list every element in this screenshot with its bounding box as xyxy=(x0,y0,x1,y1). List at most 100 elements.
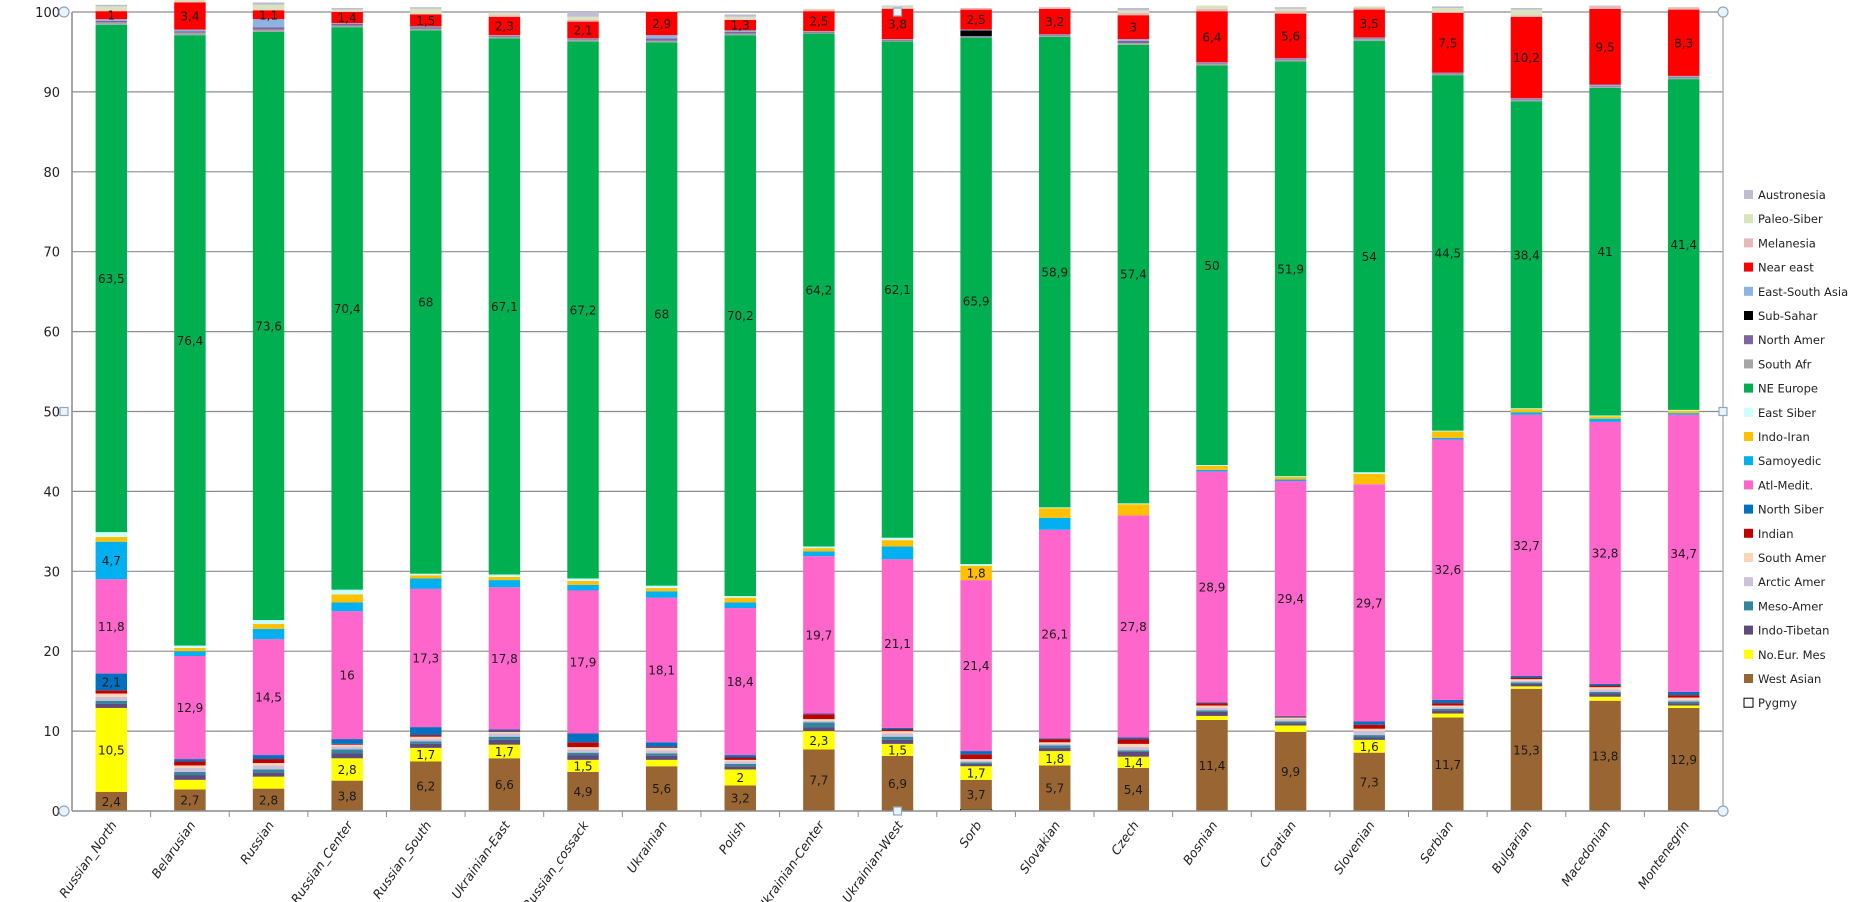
data-label: 16 xyxy=(340,669,355,683)
bar-segment xyxy=(1196,715,1228,720)
bar-segment xyxy=(1432,439,1464,700)
bar-segment xyxy=(1667,9,1700,76)
resize-handle[interactable] xyxy=(58,6,70,18)
x-tick-label: Serbian xyxy=(1417,818,1457,866)
bar-segment xyxy=(960,751,992,755)
data-label: 1,8 xyxy=(967,566,986,580)
bar-segment xyxy=(724,597,756,603)
legend-entry: No.Eur. Mes xyxy=(1758,648,1826,662)
bar-segment xyxy=(1510,408,1543,410)
bar-segment xyxy=(95,6,128,11)
data-label: 44,5 xyxy=(1434,246,1461,260)
legend-swatch xyxy=(1744,649,1753,659)
bar-segment xyxy=(1117,40,1150,44)
bar-segment xyxy=(1039,35,1071,36)
bar-segment xyxy=(1589,418,1621,422)
bar-segment xyxy=(488,731,521,734)
bar-segment xyxy=(960,759,992,761)
legend-swatch xyxy=(1744,238,1753,248)
bar-segment xyxy=(1589,84,1621,87)
data-label: 12,9 xyxy=(1670,753,1697,767)
x-tick-label: Ukrainian-East xyxy=(448,817,513,901)
x-tick-label: Russian xyxy=(237,818,277,867)
bar-segment xyxy=(1432,708,1464,711)
x-tick-label: Belarusian xyxy=(148,818,198,881)
resize-handle[interactable] xyxy=(1718,406,1728,417)
bar-segment xyxy=(1667,697,1700,700)
bar-segment xyxy=(174,29,206,32)
resize-handle[interactable] xyxy=(892,7,903,17)
bar-segment xyxy=(1039,745,1071,748)
legend-entry: Sub-Sahar xyxy=(1758,309,1818,323)
bar-segment xyxy=(960,565,992,581)
bar-segment xyxy=(252,9,285,11)
bar-segment xyxy=(252,763,285,766)
bar-segment xyxy=(410,727,442,736)
bar-segment xyxy=(174,759,206,762)
bar-segment xyxy=(174,31,206,33)
bar-segment xyxy=(1274,8,1307,12)
bar-segment xyxy=(1589,687,1621,690)
bar-segment xyxy=(1353,40,1385,473)
bar-segment xyxy=(1274,11,1307,14)
bar-segment xyxy=(174,2,206,30)
x-axis-tick-labels: Russian_North Belarusian Russian Russian_Ce… xyxy=(56,817,1692,902)
data-label: 3 xyxy=(1130,21,1138,35)
bar-segment xyxy=(1274,721,1307,724)
bar-segment xyxy=(1510,683,1543,687)
bar-segment xyxy=(174,648,206,652)
bar-segment xyxy=(567,39,599,40)
legend-swatch xyxy=(1744,407,1753,417)
bar-segment xyxy=(331,744,363,747)
y-tick-label: 80 xyxy=(43,166,60,181)
bar-segment xyxy=(1117,504,1150,516)
data-label: 2,4 xyxy=(102,795,121,809)
bar-segment xyxy=(331,589,363,595)
bar-segment xyxy=(1510,8,1543,10)
bar-segment xyxy=(960,8,992,10)
bar-segment xyxy=(645,38,678,41)
bar-segment xyxy=(331,780,363,811)
resize-handle[interactable] xyxy=(59,406,69,417)
bar-segment xyxy=(331,8,363,10)
data-label: 2,3 xyxy=(495,19,514,33)
bar-segment xyxy=(331,753,363,759)
data-label: 10,2 xyxy=(1513,51,1540,65)
bar-segment xyxy=(1196,465,1228,470)
bar-segment xyxy=(331,743,363,745)
y-tick-label: 0 xyxy=(52,805,60,820)
data-label: 11,7 xyxy=(1434,758,1461,772)
legend-swatch xyxy=(1744,286,1753,296)
bar-segment xyxy=(252,776,285,789)
bar-segment xyxy=(1274,715,1307,717)
resize-handle[interactable] xyxy=(892,806,903,816)
bar-segment xyxy=(645,759,678,767)
bar-segment xyxy=(252,772,285,777)
bar-segment xyxy=(803,719,835,721)
bar-segment xyxy=(724,757,756,760)
resize-handle[interactable] xyxy=(1717,805,1729,817)
bar-segment xyxy=(1589,87,1621,416)
data-label: 62,1 xyxy=(884,283,911,297)
bar-segment xyxy=(1039,743,1071,746)
bar-segment xyxy=(881,733,914,737)
bar-segment xyxy=(1039,507,1071,509)
data-label: 3,7 xyxy=(967,788,986,802)
bar-segment xyxy=(1510,675,1543,678)
bar-segment xyxy=(174,645,206,649)
bar-segment xyxy=(1196,710,1228,712)
bar-segment xyxy=(331,9,363,12)
data-label: 2,7 xyxy=(180,794,199,808)
bar-segment xyxy=(960,762,992,764)
bar-segment xyxy=(881,731,914,734)
resize-handle[interactable] xyxy=(1717,6,1729,18)
data-label: 73,6 xyxy=(255,320,282,334)
data-label: 41,4 xyxy=(1670,238,1697,252)
bar-segment xyxy=(1510,412,1543,415)
chart-resize-handles[interactable] xyxy=(58,6,1729,817)
resize-handle[interactable] xyxy=(58,805,70,817)
legend-entry: Indo-Iran xyxy=(1758,430,1810,444)
bar-segment xyxy=(1353,9,1385,38)
bar-segment xyxy=(1039,508,1071,518)
bar-segment xyxy=(960,580,992,752)
